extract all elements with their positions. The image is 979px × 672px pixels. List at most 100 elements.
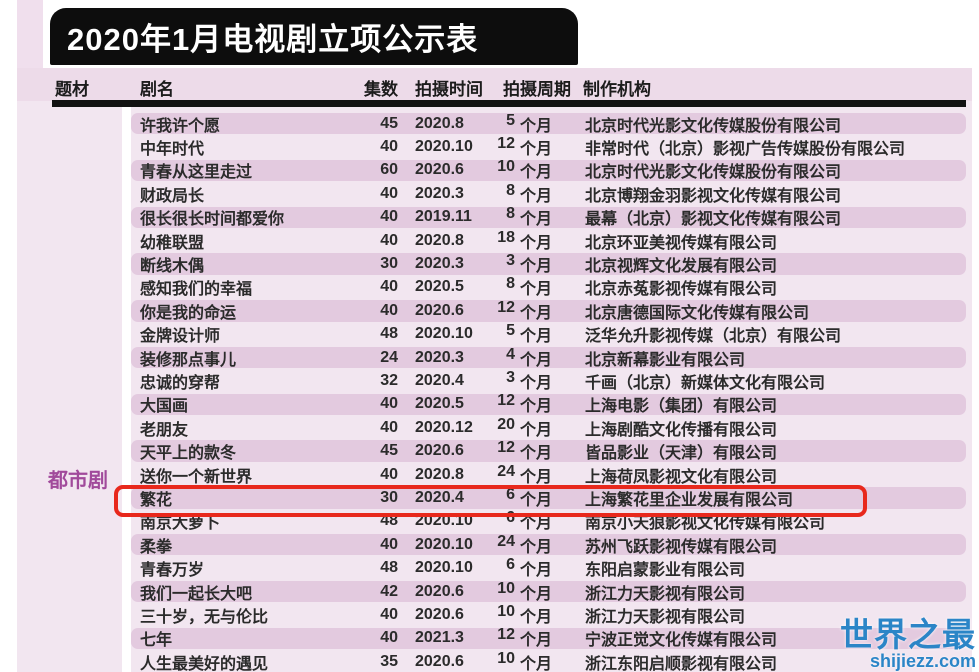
period-unit: 个月 xyxy=(520,117,553,135)
table-row: 青春从这里走过 60 2020.6 10 个月 北京时代光影文化传媒股份有限公司 xyxy=(131,158,966,182)
period-unit: 个月 xyxy=(520,211,553,229)
watermark-brand: 世界之最 xyxy=(840,616,976,653)
watermark: 世界之最 shijiezz.com xyxy=(840,618,976,670)
cell-drama-name: 天平上的款冬 xyxy=(140,445,237,463)
cell-drama-name: 财政局长 xyxy=(140,187,205,205)
cell-episodes: 40 xyxy=(380,301,398,319)
cell-drama-name: 繁花 xyxy=(140,491,173,509)
cell-shoot-date: 2020.8 xyxy=(415,114,464,132)
cell-shoot-period: 3 个月 xyxy=(495,369,585,393)
cell-shoot-date: 2020.3 xyxy=(415,184,464,202)
period-unit: 个月 xyxy=(520,468,553,486)
cell-shoot-period: 8 个月 xyxy=(495,275,585,299)
period-number: 8 xyxy=(506,275,515,293)
table-row: 幼稚联盟 40 2020.8 18 个月 北京环亚美视传媒有限公司 xyxy=(131,229,966,252)
column-header-shoot-date: 拍摄时间 xyxy=(415,80,483,99)
cell-shoot-date: 2020.12 xyxy=(415,418,473,436)
cell-producer: 北京博翔金羽影视文化传媒有限公司 xyxy=(585,187,842,205)
period-unit: 个月 xyxy=(520,375,553,392)
cell-shoot-period: 20 个月 xyxy=(495,416,585,440)
header-divider-line xyxy=(52,100,966,107)
column-header-episodes: 集数 xyxy=(364,80,398,99)
cell-drama-name: 大国画 xyxy=(140,398,189,416)
cell-episodes: 48 xyxy=(380,512,398,530)
table-row: 你是我的命运 40 2020.6 12 个月 北京唐德国际文化传媒有限公司 xyxy=(131,299,966,322)
cell-episodes: 40 xyxy=(380,395,398,413)
period-unit: 个月 xyxy=(520,187,553,205)
cell-shoot-period: 18 个月 xyxy=(495,229,585,253)
cell-shoot-date: 2020.10 xyxy=(415,138,473,156)
period-unit: 个月 xyxy=(520,304,553,322)
table-row: 断线木偶 30 2020.3 3 个月 北京视辉文化发展有限公司 xyxy=(131,252,966,276)
cell-episodes: 40 xyxy=(380,208,398,226)
cell-shoot-period: 3 个月 xyxy=(495,252,585,276)
period-number: 10 xyxy=(497,158,515,176)
cell-producer: 北京时代光影文化传媒股份有限公司 xyxy=(585,117,842,135)
period-number: 5 xyxy=(506,111,515,129)
period-number: 3 xyxy=(506,369,515,386)
table-row: 大国画 40 2020.5 12 个月 上海电影（集团）有限公司 xyxy=(131,392,966,416)
cell-drama-name: 你是我的命运 xyxy=(140,304,237,322)
period-unit: 个月 xyxy=(520,608,553,626)
cell-producer: 上海繁花里企业发展有限公司 xyxy=(585,491,794,509)
cell-producer: 北京视辉文化发展有限公司 xyxy=(585,258,778,276)
cell-producer: 最幕（北京）影视文化传媒有限公司 xyxy=(585,211,842,229)
cell-producer: 千画（北京）新媒体文化有限公司 xyxy=(585,375,826,392)
genre-column-separator xyxy=(122,107,131,672)
period-number: 18 xyxy=(497,228,515,246)
cell-episodes: 30 xyxy=(380,255,398,273)
cell-drama-name: 人生最美好的遇见 xyxy=(140,655,269,672)
period-unit: 个月 xyxy=(520,281,553,299)
page-title: 2020年1月电视剧立项公示表 xyxy=(67,22,479,57)
period-unit: 个月 xyxy=(520,515,553,533)
cell-episodes: 40 xyxy=(380,605,398,623)
cell-drama-name: 青春万岁 xyxy=(140,562,205,580)
cell-producer: 泛华允升影视传媒（北京）有限公司 xyxy=(585,328,842,346)
watermark-domain: shijiezz.com xyxy=(869,651,976,671)
table-row: 财政局长 40 2020.3 8 个月 北京博翔金羽影视文化传媒有限公司 xyxy=(131,182,966,205)
period-unit: 个月 xyxy=(520,421,553,439)
table-row: 我们一起长大吧 42 2020.6 10 个月 浙江力天影视有限公司 xyxy=(131,580,966,603)
table-row: 青春万岁 48 2020.10 6 个月 东阳启蒙影业有限公司 xyxy=(131,556,966,579)
table-rows: 许我许个愿 45 2020.8 5 个月 北京时代光影文化传媒股份有限公司 中年时代 40 20… xyxy=(131,112,966,672)
period-number: 12 xyxy=(497,626,515,644)
cell-episodes: 40 xyxy=(380,418,398,436)
table-row: 很长很长时间都爱你 40 2019.11 8 个月 最幕（北京）影视文化传媒有限公司 xyxy=(131,205,966,229)
cell-producer: 浙江东阳启顺影视有限公司 xyxy=(585,655,778,672)
cell-episodes: 40 xyxy=(380,465,398,483)
column-header-genre: 题材 xyxy=(55,80,89,99)
cell-drama-name: 装修那点事儿 xyxy=(140,351,237,369)
cell-shoot-date: 2020.5 xyxy=(415,395,464,413)
period-number: 6 xyxy=(506,509,515,527)
cell-episodes: 40 xyxy=(380,184,398,202)
cell-episodes: 45 xyxy=(380,442,398,460)
cell-shoot-date: 2021.3 xyxy=(415,629,464,647)
period-unit: 个月 xyxy=(520,562,553,580)
cell-drama-name: 青春从这里走过 xyxy=(140,164,253,182)
cell-shoot-date: 2020.8 xyxy=(415,231,464,249)
period-number: 12 xyxy=(497,439,515,457)
cell-producer: 南京小天狼影视文化传媒有限公司 xyxy=(585,515,826,533)
cell-drama-name: 柔拳 xyxy=(140,538,173,556)
cell-shoot-period: 12 个月 xyxy=(495,299,585,323)
table-header-row: 题材 剧名 集数 拍摄时间 拍摄周期 制作机构 xyxy=(17,68,972,101)
cell-shoot-date: 2020.8 xyxy=(415,465,464,483)
period-number: 8 xyxy=(506,181,515,199)
period-number: 10 xyxy=(497,579,515,597)
cell-producer: 浙江力天影视有限公司 xyxy=(585,608,746,626)
cell-episodes: 42 xyxy=(380,582,398,600)
cell-producer: 北京新幕影业有限公司 xyxy=(585,351,746,369)
period-number: 12 xyxy=(497,135,515,153)
cell-shoot-date: 2020.5 xyxy=(415,278,464,296)
period-number: 10 xyxy=(497,649,515,667)
cell-producer: 宁波正觉文化传媒有限公司 xyxy=(585,632,778,650)
period-unit: 个月 xyxy=(520,398,553,416)
cell-shoot-date: 2020.6 xyxy=(415,605,464,623)
table-row: 柔拳 40 2020.10 24 个月 苏州飞跃影视传媒有限公司 xyxy=(131,533,966,556)
table-row: 人生最美好的遇见 35 2020.6 10 个月 浙江东阳启顺影视有限公司 xyxy=(131,650,966,672)
cell-drama-name: 断线木偶 xyxy=(140,258,205,276)
cell-shoot-period: 10 个月 xyxy=(495,580,585,604)
cell-episodes: 40 xyxy=(380,278,398,296)
cell-shoot-period: 6 个月 xyxy=(495,486,585,510)
cell-shoot-date: 2020.3 xyxy=(415,348,464,366)
